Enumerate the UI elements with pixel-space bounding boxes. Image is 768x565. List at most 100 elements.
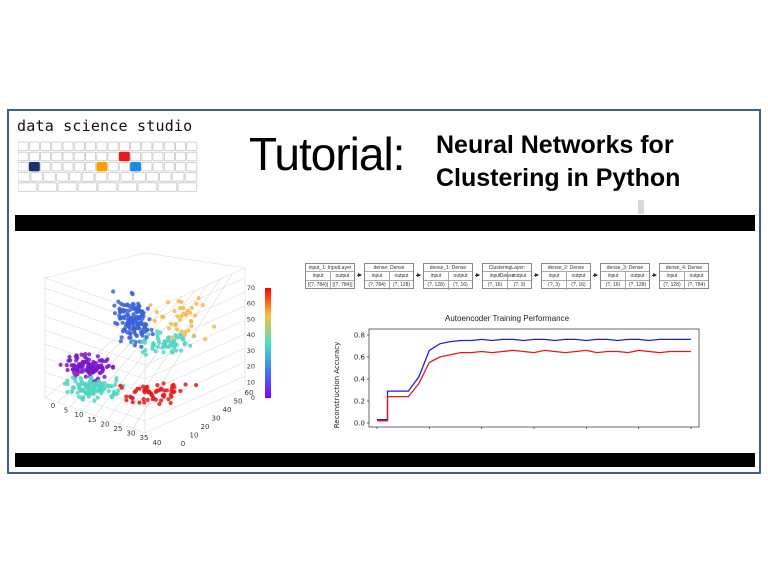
grid-line [144,347,246,394]
scatter-point [88,381,93,386]
bottom-black-bar [15,453,755,467]
layer-row: input output [542,272,590,281]
colorbar-tick-label: 10 [247,378,255,386]
layer-cell: output [448,272,472,281]
keyboard-key [118,161,130,172]
grid-line [44,329,146,366]
keyboard-logo-icon [18,141,198,192]
keyboard-key [163,161,175,172]
y-axis-label: Reconstruction Accuracy [333,342,341,429]
keyboard-key [152,161,164,172]
keyboard-key [18,162,29,172]
scatter-point [106,384,111,389]
layer-name: dense_1: Dense [424,264,472,272]
scatter-point [153,349,158,354]
grid-line [144,305,246,352]
grid-line [144,387,246,434]
scatter-point [172,389,177,394]
y-tick-label: 30 [212,415,221,423]
scatter-point [92,381,97,386]
scatter-point [178,306,183,311]
scatter-point [94,365,99,370]
scatter-point [166,326,172,331]
keyboard-key [130,161,142,172]
layer-cell: [(?, 784)] [330,281,354,290]
layer-name: dense: Dense [365,264,413,272]
keyboard-key [73,151,85,162]
scatter-point [182,342,187,347]
scatter-point [141,397,146,402]
scatter-point [161,350,166,355]
scatter-point [78,364,83,369]
scatter-point [130,400,135,405]
layer-row: (?, 784) (?, 128) [365,281,413,290]
layer-row: input output [660,272,708,281]
scatter-point [126,303,131,308]
keyboard-key [96,161,108,172]
keyboard-key [130,141,142,152]
scatter-point [141,314,146,319]
layer-cell: (?, 3) [548,282,560,288]
chart-title: Autoencoder Training Performance [445,314,570,323]
keyboard-key [107,161,119,172]
scatter-point [127,335,132,340]
scatter-point [174,348,179,353]
scatter-point [129,290,134,295]
scatter-point [95,395,100,400]
scatter-point [178,388,183,394]
scatter-point [117,306,122,311]
scatter-point [200,303,205,308]
layer-cell: (?, 16) [566,281,590,290]
keyboard-key [18,141,29,151]
scatter-point [189,319,194,324]
layer-row: input output [483,272,531,281]
keyboard-key [158,172,172,182]
scatter-point [131,312,136,317]
scatter-point [117,316,122,321]
y-tick-label: 20 [201,423,210,431]
y-tick-label: 0 [181,440,185,448]
keyboard-key [117,182,138,192]
network-layer-box: input_1: InputLayer input output [(?, 784)]… [305,263,355,290]
scatter-point [71,363,76,368]
keyboard-key [51,151,63,162]
network-layer-box: dense_4: Dense input output (?, 128) (?, 784… [659,263,709,290]
scatter-point [106,363,111,368]
layer-row: input output [365,272,413,281]
scatter-point [182,333,187,338]
scatter-point [172,308,177,314]
scatter-point [125,330,130,335]
scatter-point [169,394,174,399]
scatter-point [98,364,104,369]
keyboard-key [184,172,198,182]
keyboard-key [18,151,29,162]
scatter-point [155,332,160,338]
keyboard-key [85,141,97,152]
keyboard-key [96,141,108,152]
keyboard-key [81,172,95,182]
y-tick-label: 0.6 [354,354,366,362]
keyboard-key [141,141,153,152]
scatter-point [178,335,183,340]
scatter-point [194,383,199,388]
x-tick-label: 25 [114,425,123,433]
scatter-point [178,348,184,353]
scatter-point [69,390,75,395]
scatter-point [99,391,104,396]
y-tick-label: 10 [190,432,199,440]
scatter-point [161,394,166,399]
flow-arrow-icon [534,273,539,277]
scatter-point [139,344,144,349]
layer-cell: output [507,272,531,281]
scatter-point [73,379,78,384]
scatter-point [137,386,142,391]
layer-name: dense_4: Dense [660,264,708,272]
layer-cell: output [330,272,354,281]
scatter-point [155,336,160,341]
scatter-point [145,384,150,389]
layer-row: (?, 3) (?, 16) [542,281,590,290]
tutorial-subtitle: Neural Networks for Clustering in Python [436,129,680,195]
keyboard-key [69,172,82,182]
x-tick-label: 35 [140,434,149,442]
scatter-point [58,362,63,367]
